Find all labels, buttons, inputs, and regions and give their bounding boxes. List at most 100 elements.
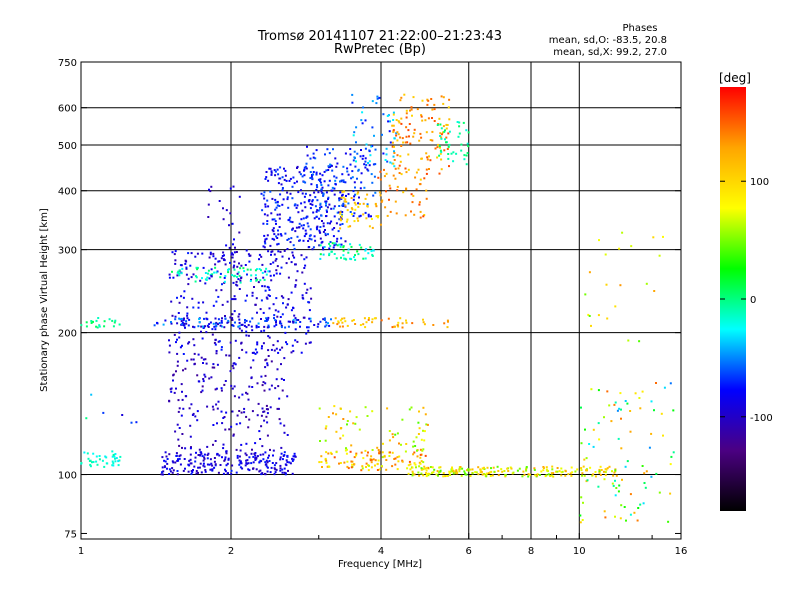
scatter-point [280,266,283,269]
scatter-point [655,472,658,475]
scatter-point [192,306,195,309]
scatter-point [185,267,188,270]
scatter-point [256,455,259,458]
scatter-point [353,195,356,198]
scatter-point [264,203,267,206]
scatter-point [208,277,211,280]
scatter-point [333,227,336,229]
scatter-point [264,238,267,241]
scatter-point [342,180,345,183]
scatter-point [436,470,439,473]
scatter-point [356,177,358,180]
scatter-point [584,428,586,431]
scatter-point [418,427,421,430]
scatter-point [187,470,190,473]
scatter-point [402,191,405,194]
scatter-point [474,471,477,474]
scatter-point [483,468,486,470]
scatter-point [201,252,204,255]
scatter-point [275,258,278,260]
scatter-point [237,325,240,328]
scatter-point [243,324,246,327]
scatter-point [275,468,278,471]
scatter-point [304,192,307,195]
scatter-point [188,407,191,410]
scatter-point [322,225,325,228]
scatter-point [188,318,191,321]
scatter-point [268,295,271,297]
scatter-point [318,231,321,234]
scatter-point [442,475,445,478]
scatter-point [251,317,254,320]
scatter-point [325,461,328,464]
scatter-point [176,322,179,325]
scatter-point [259,453,262,456]
scatter-point [329,245,332,247]
scatter-point [200,356,203,359]
scatter-point [556,467,559,469]
scatter-point [177,312,180,314]
scatter-point [351,176,354,179]
scatter-point [230,469,233,472]
scatter-point [293,182,296,185]
scatter-point [300,218,303,221]
scatter-point [258,470,261,473]
scatter-point [447,106,450,109]
scatter-point [389,210,392,213]
scatter-point [275,323,278,326]
scatter-point [384,159,387,161]
scatter-point [354,186,356,189]
scatter-point [465,129,468,132]
scatter-point [615,474,618,477]
scatter-point [257,402,260,405]
scatter-point [245,334,248,337]
scatter-point [412,96,415,99]
scatter-point [321,174,324,177]
scatter-point [306,154,309,157]
scatter-point [355,126,358,129]
scatter-point [259,459,262,462]
scatter-point [270,170,273,173]
scatter-point [264,382,267,385]
scatter-point [263,278,266,281]
scatter-point [333,253,336,255]
x-tick-label: 8 [528,546,534,557]
scatter-point [236,275,238,278]
scatter-point [405,321,408,324]
scatter-point [477,466,480,469]
scatter-point [427,117,430,120]
scatter-point [330,318,332,321]
scatter-point [442,125,445,128]
scatter-point [203,453,206,456]
scatter-point [359,155,362,158]
scatter-point [270,253,272,256]
scatter-point [496,465,499,468]
scatter-point [371,449,374,451]
scatter-point [551,465,554,468]
scatter-point [346,460,349,463]
scatter-point [341,321,344,324]
scatter-point [663,386,666,389]
scatter-point [260,375,263,378]
scatter-point [176,364,179,367]
scatter-point [225,411,228,414]
scatter-point [192,358,195,361]
scatter-point [253,452,256,455]
scatter-point [340,196,343,199]
scatter-point [612,484,615,487]
scatter-point [395,134,398,137]
scatter-point [378,468,381,471]
scatter-point [186,312,189,315]
scatter-point [450,470,453,473]
x-tick-label: 2 [228,546,234,557]
scatter-point [215,350,218,352]
scatter-point [331,186,334,189]
scatter-point [373,134,375,137]
scatter-point [321,220,323,222]
scatter-point [346,324,349,327]
scatter-point [273,473,276,476]
scatter-point [182,469,185,472]
scatter-point [422,406,425,409]
scatter-point [489,471,492,474]
scatter-point [550,474,553,477]
